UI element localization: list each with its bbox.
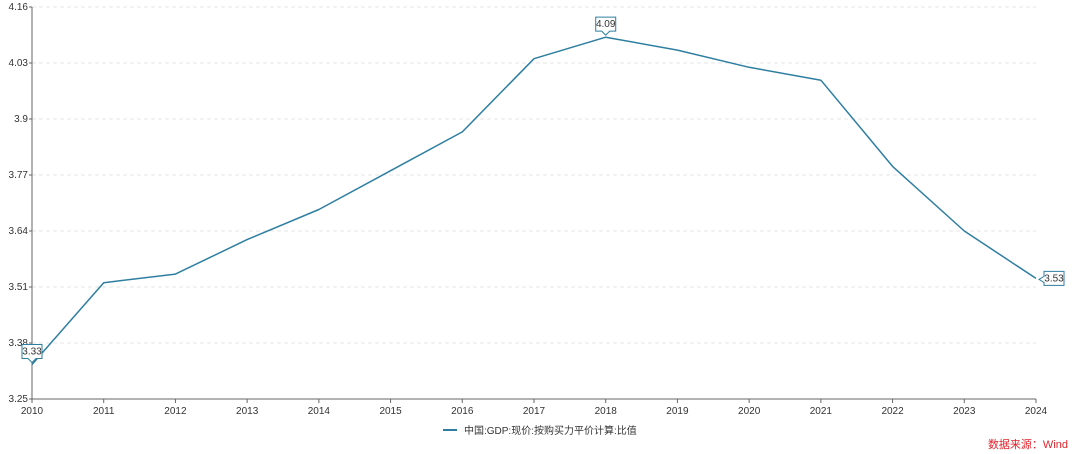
callout-label: 3.33 [22,347,42,358]
source-note: 数据来源：Wind [987,439,1068,451]
x-tick-label: 2014 [308,406,331,417]
x-tick-label: 2010 [21,406,44,417]
x-tick-label: 2024 [1025,406,1048,417]
legend-label: 中国:GDP:现价:按购买力平价计算:比值 [463,426,637,437]
y-tick-label: 3.51 [9,282,29,293]
x-tick-label: 2012 [164,406,187,417]
callout-box [595,16,617,36]
y-tick-label: 4.16 [9,2,29,13]
y-tick-label: 4.03 [9,58,29,69]
x-tick-label: 2020 [738,406,761,417]
y-tick-label: 3.77 [9,170,29,181]
y-tick-label: 3.25 [9,394,29,405]
x-tick-label: 2015 [379,406,402,417]
callout-label: 4.09 [596,19,616,30]
x-tick-label: 2016 [451,406,474,417]
x-tick-label: 2019 [666,406,689,417]
axes [31,7,1036,400]
x-tick-label: 2011 [93,406,115,417]
callouts: 3.33 4.09 3.53 [21,16,1065,364]
series-layer [31,36,1037,365]
callout: 4.09 [595,16,617,36]
callout-box [21,344,43,364]
callout-box [1038,270,1065,286]
x-tick-label: 2018 [595,406,618,417]
x-axis-ticks: 2010 2011 2012 2013 2014 2015 2016 2017 2018 2019… [21,399,1048,417]
legend-swatch [443,429,458,432]
y-tick-label: 3.9 [14,114,28,125]
y-tick-label: 3.64 [9,226,29,237]
x-tick-label: 2013 [236,406,259,417]
callout: 3.53 [1038,270,1065,286]
grid-lines [32,6,1036,344]
callout-label: 3.53 [1044,273,1064,284]
y-tick-label: 3.38 [9,338,29,349]
x-tick-label: 2022 [881,406,904,417]
y-axis-ticks: 3.25 3.38 3.51 3.64 3.77 3.9 4.03 4.16 [9,2,32,405]
callout: 3.33 [21,344,43,364]
legend[interactable]: 中国:GDP:现价:按购买力平价计算:比值 [0,422,1080,437]
x-tick-label: 2021 [810,406,833,417]
x-tick-label: 2023 [953,406,976,417]
x-tick-label: 2017 [523,406,546,417]
series-line [31,36,1037,365]
